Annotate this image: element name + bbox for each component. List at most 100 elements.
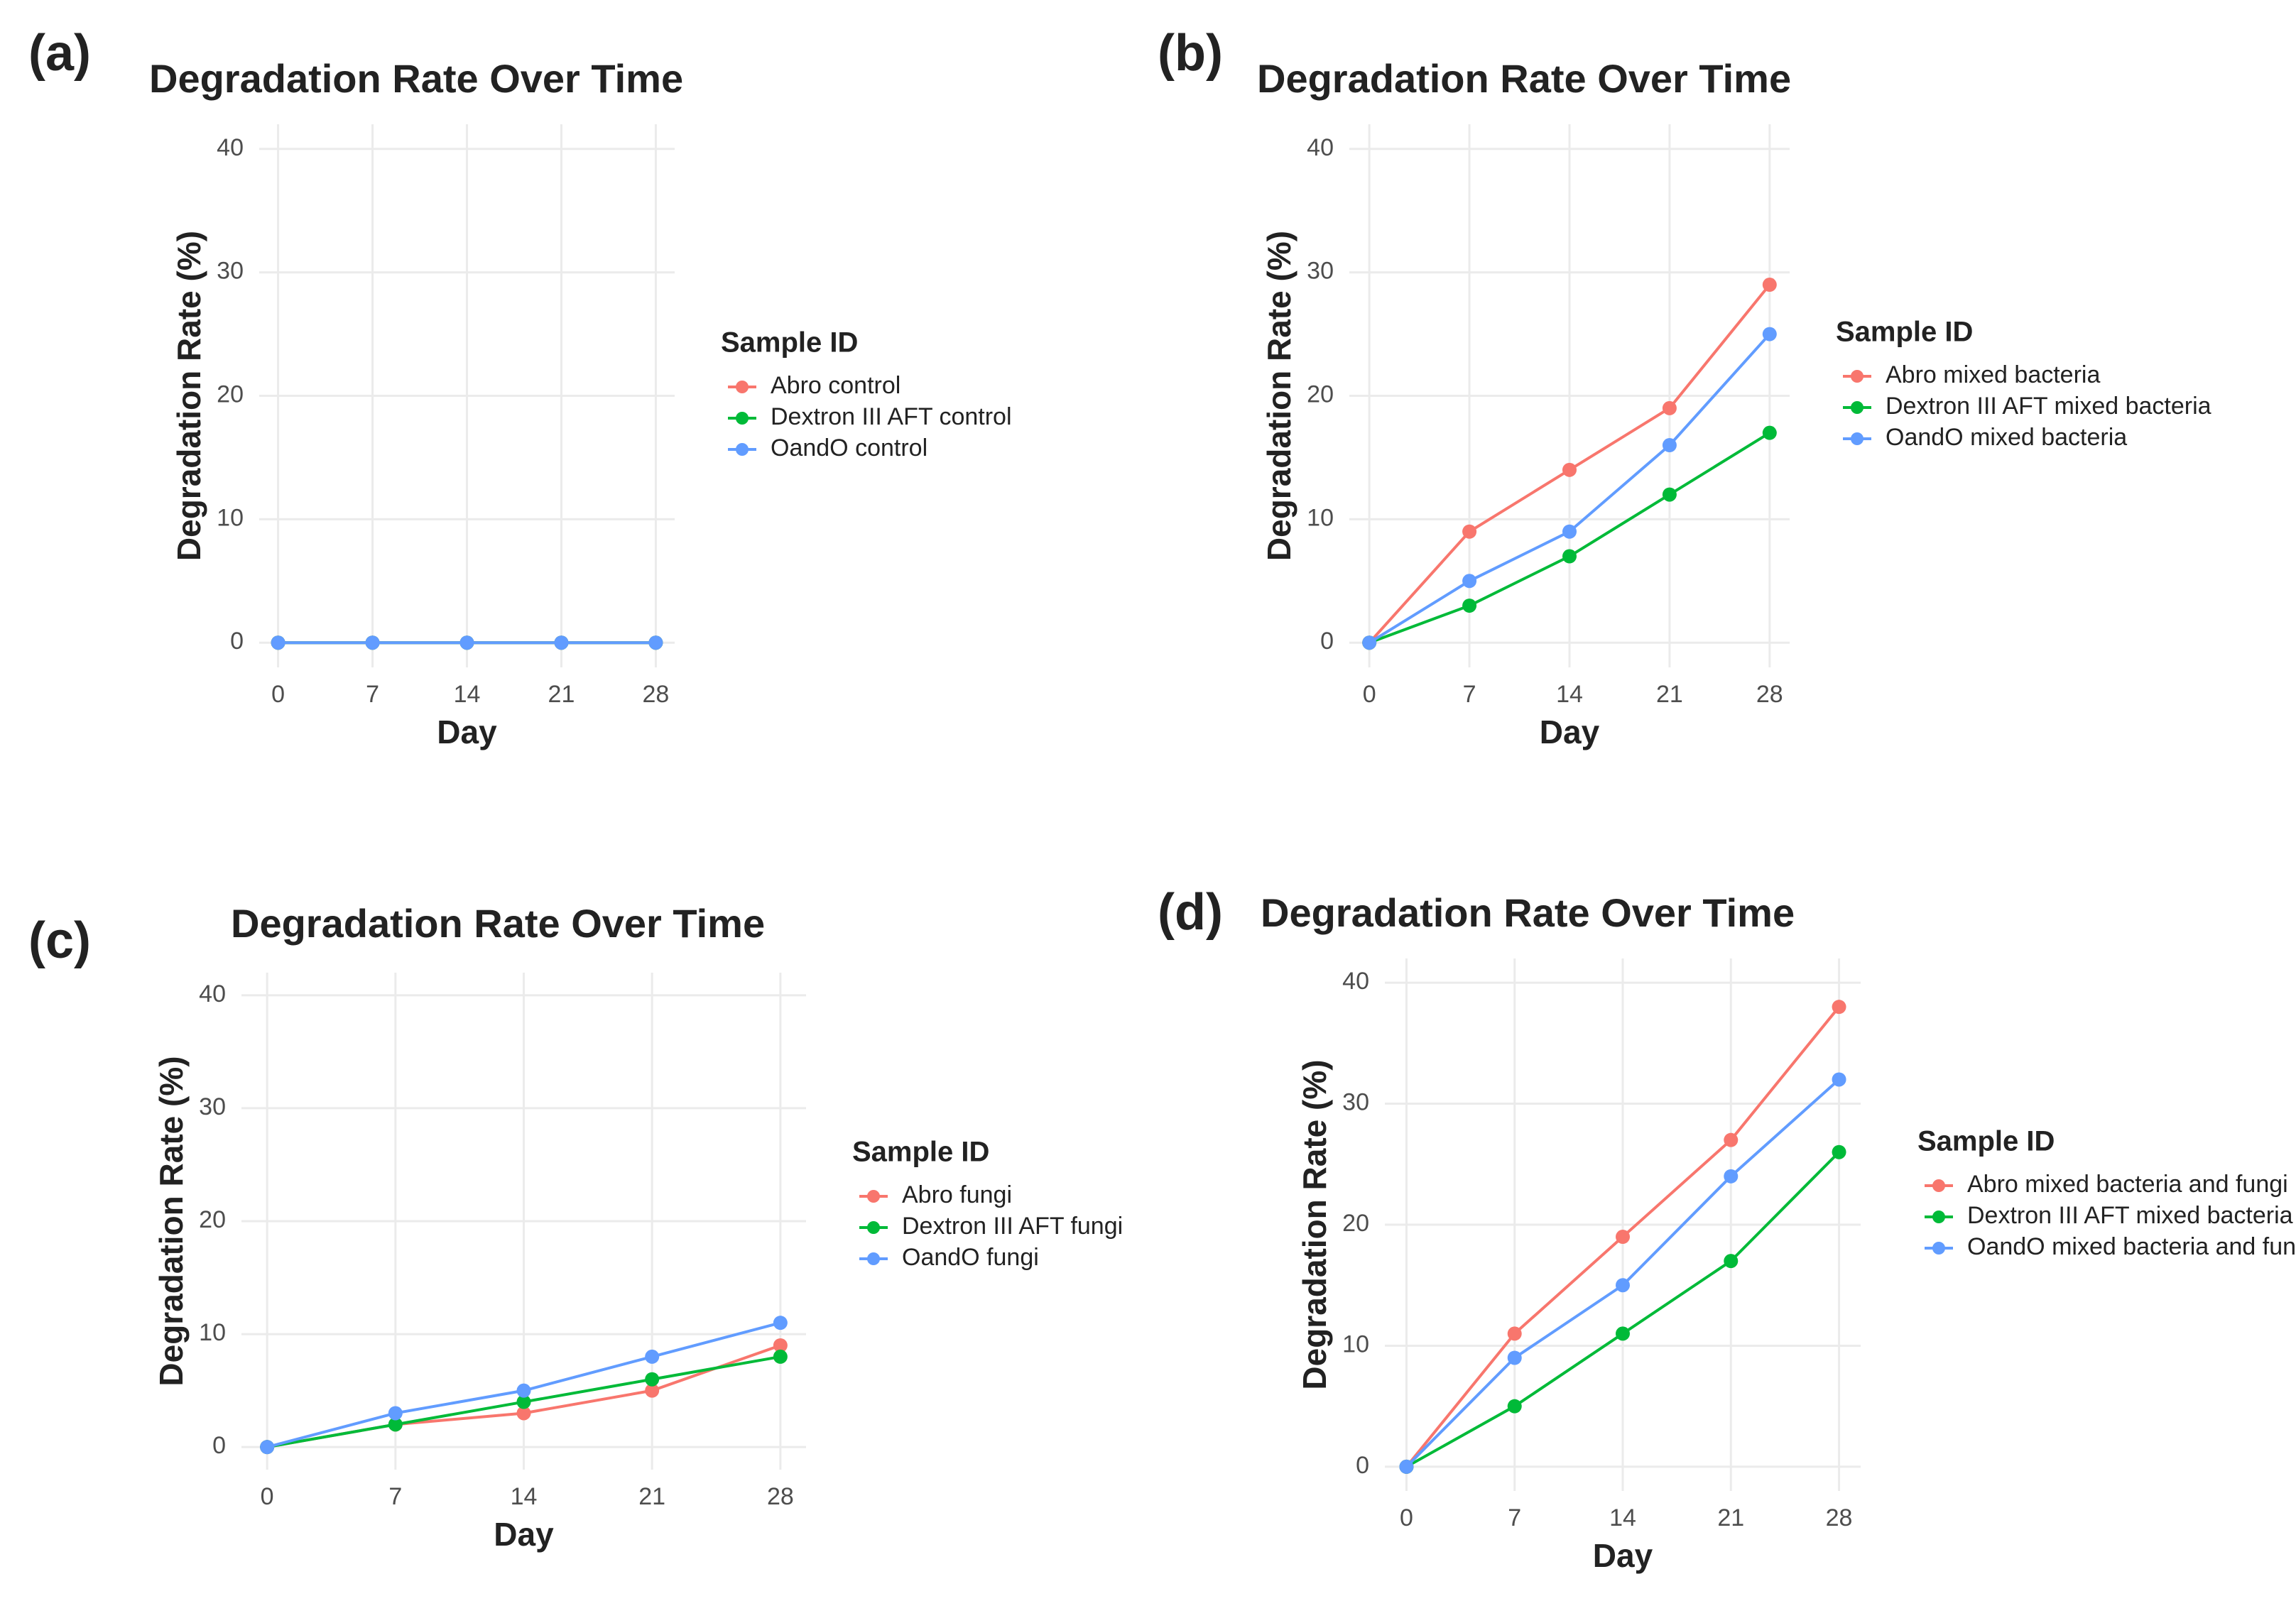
- legend-key-dot: [1851, 401, 1864, 414]
- point: [645, 1349, 660, 1364]
- point: [773, 1349, 788, 1364]
- point: [645, 1372, 660, 1387]
- y-tick-label: 30: [1342, 1089, 1369, 1116]
- point: [1507, 1399, 1522, 1414]
- panel-label: (a): [28, 25, 91, 82]
- point: [773, 1338, 788, 1353]
- legend-label: Abro fungi: [902, 1181, 1012, 1208]
- legend-key-dot: [736, 443, 749, 456]
- legend-label: Dextron III AFT control: [771, 403, 1012, 430]
- x-tick-label: 21: [548, 681, 575, 708]
- point: [1832, 1000, 1846, 1015]
- point: [773, 1316, 788, 1330]
- y-tick-label: 40: [217, 134, 244, 161]
- legend-title: Sample ID: [1917, 1126, 2055, 1157]
- legend-label: Abro mixed bacteria: [1886, 361, 2100, 388]
- chart-title: Degradation Rate Over Time: [1257, 56, 1791, 101]
- point: [1362, 635, 1377, 650]
- x-tick-label: 28: [767, 1483, 794, 1510]
- x-tick-label: 7: [366, 681, 379, 708]
- panel-label: (d): [1158, 884, 1223, 941]
- x-tick-label: 14: [1556, 681, 1583, 708]
- legend-key-dot: [1851, 370, 1864, 383]
- point: [1724, 1132, 1739, 1147]
- legend-key-dot: [867, 1190, 880, 1203]
- y-tick-label: 40: [1307, 134, 1334, 161]
- point: [1616, 1230, 1630, 1245]
- x-tick-label: 21: [1656, 681, 1683, 708]
- point: [1616, 1326, 1630, 1341]
- chart-title: Degradation Rate Over Time: [149, 56, 683, 101]
- y-tick-label: 10: [199, 1319, 226, 1346]
- x-tick-label: 0: [261, 1483, 274, 1510]
- point: [1507, 1326, 1522, 1341]
- legend-key-dot: [1932, 1242, 1945, 1255]
- y-tick-label: 10: [1342, 1330, 1369, 1357]
- point: [260, 1440, 275, 1455]
- panel-label: (b): [1158, 25, 1223, 82]
- legend-title: Sample ID: [721, 327, 858, 359]
- point: [554, 635, 569, 650]
- x-axis-label: Day: [437, 714, 497, 750]
- x-tick-label: 0: [1400, 1504, 1413, 1531]
- legend-title: Sample ID: [852, 1137, 989, 1168]
- point: [1562, 462, 1577, 477]
- x-tick-label: 28: [1826, 1504, 1853, 1531]
- y-axis-label: Degradation Rate (%): [1261, 231, 1297, 561]
- legend-label: Abro control: [771, 372, 901, 399]
- point: [1832, 1144, 1846, 1159]
- point: [1616, 1278, 1630, 1293]
- chart-title: Degradation Rate Over Time: [231, 901, 765, 946]
- legend-label: OandO fungi: [902, 1244, 1039, 1271]
- y-tick-label: 40: [1342, 968, 1369, 995]
- point: [1562, 524, 1577, 539]
- y-tick-label: 0: [212, 1432, 226, 1459]
- point: [516, 1383, 531, 1398]
- chart-title: Degradation Rate Over Time: [1261, 890, 1795, 935]
- x-tick-label: 28: [1756, 681, 1783, 708]
- legend-label: OandO control: [771, 435, 927, 461]
- x-tick-label: 0: [271, 681, 285, 708]
- y-tick-label: 30: [217, 258, 244, 285]
- point: [1762, 327, 1777, 341]
- point: [1399, 1459, 1414, 1474]
- point: [1462, 574, 1477, 589]
- y-tick-label: 20: [1342, 1210, 1369, 1237]
- x-tick-label: 14: [454, 681, 481, 708]
- y-tick-label: 20: [199, 1206, 226, 1233]
- x-tick-label: 21: [638, 1483, 665, 1510]
- point: [388, 1417, 403, 1432]
- legend-key-dot: [736, 381, 749, 393]
- point: [1662, 400, 1677, 415]
- y-tick-label: 10: [1307, 504, 1334, 531]
- x-axis-label: Day: [494, 1516, 554, 1553]
- x-tick-label: 14: [1609, 1504, 1636, 1531]
- legend-key-dot: [867, 1221, 880, 1234]
- y-axis-label: Degradation Rate (%): [170, 231, 207, 561]
- point: [645, 1383, 660, 1398]
- legend-key-dot: [1932, 1179, 1945, 1192]
- point: [459, 635, 474, 650]
- legend-label: Abro mixed bacteria and fungi: [1967, 1171, 2288, 1198]
- panel-label: (c): [28, 912, 91, 969]
- legend-label: OandO mixed bacteria and fungi: [1967, 1233, 2296, 1260]
- x-axis-label: Day: [1540, 714, 1600, 750]
- point: [1724, 1254, 1739, 1269]
- point: [648, 635, 663, 650]
- y-tick-label: 0: [230, 628, 244, 655]
- legend-title: Sample ID: [1836, 317, 1973, 348]
- y-tick-label: 20: [1307, 381, 1334, 408]
- point: [388, 1406, 403, 1421]
- point: [1462, 599, 1477, 613]
- legend-label: Dextron III AFT mixed bacteria: [1886, 393, 2211, 420]
- point: [516, 1406, 531, 1421]
- x-axis-label: Day: [1593, 1537, 1653, 1574]
- y-axis-label: Degradation Rate (%): [1296, 1059, 1333, 1389]
- x-tick-label: 28: [642, 681, 669, 708]
- point: [1662, 438, 1677, 453]
- legend-key-dot: [736, 412, 749, 425]
- y-tick-label: 20: [217, 381, 244, 408]
- y-tick-label: 30: [1307, 258, 1334, 285]
- x-tick-label: 7: [1463, 681, 1476, 708]
